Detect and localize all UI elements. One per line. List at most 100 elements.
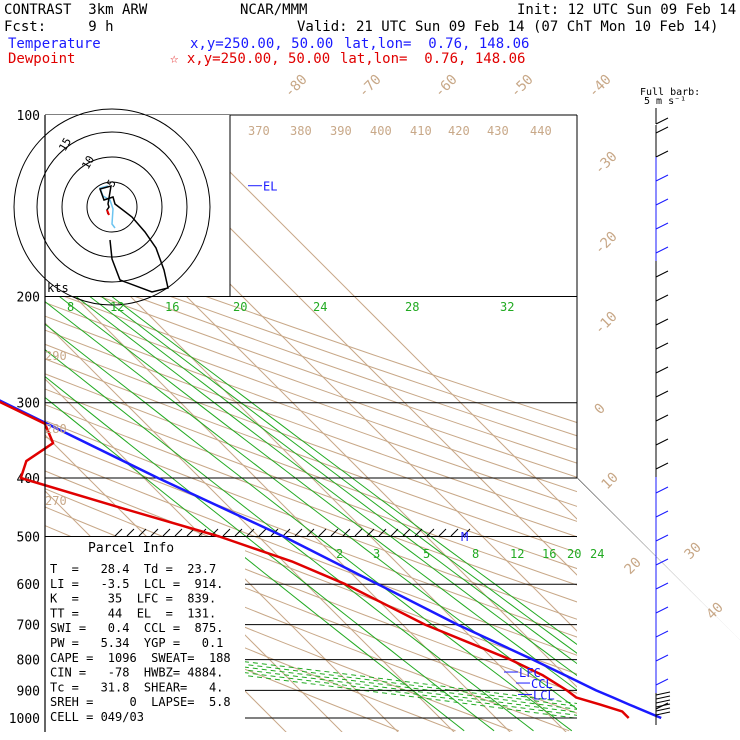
dewpoint-latlon: lat,lon= 0.76, 148.06 <box>340 51 526 67</box>
freezing-hatch <box>246 528 255 537</box>
wind-barb-flag <box>655 711 671 716</box>
level-label: LFC <box>519 666 541 680</box>
mixing-ratio-label: 24 <box>313 300 327 314</box>
wind-barb-flag <box>655 630 669 638</box>
isotherm-line <box>0 110 14 740</box>
wind-barb-flag <box>655 510 669 518</box>
temperature-axis-label: -70 <box>356 72 385 101</box>
freezing-hatch <box>450 528 459 537</box>
pressure-tick-label: 500 <box>17 530 40 545</box>
moist-adiabat <box>45 644 577 713</box>
wind-barb-flag <box>655 654 669 662</box>
wind-barb-flag <box>655 294 669 302</box>
mixing-ratio-line <box>45 349 534 732</box>
temperature-legend-label: Temperature <box>8 36 101 52</box>
hodograph-trace-sfc <box>106 209 110 216</box>
mixing-ratio-label: 8 <box>67 300 74 314</box>
model-title: CONTRAST 3km ARW <box>4 2 148 18</box>
mixing-ratio-line <box>101 296 577 654</box>
wind-barb-flag <box>655 198 669 206</box>
dry-adiabat <box>45 315 577 507</box>
dry-adiabat <box>45 584 399 732</box>
mixing-ratio-label: 3 <box>373 547 380 561</box>
level-label: CCL <box>531 677 553 691</box>
mixing-ratio-line <box>45 375 495 732</box>
dry-adiabat <box>45 404 577 603</box>
mixing-ratio-label: 16 <box>542 547 556 561</box>
isotherm-line <box>45 322 455 732</box>
freezing-hatch <box>342 528 351 537</box>
dry-adiabat <box>45 275 577 464</box>
wind-barb-flag <box>655 558 669 566</box>
mixing-ratio-label: 16 <box>165 300 179 314</box>
theta-label: 420 <box>448 124 470 138</box>
mixing-ratio-line <box>111 296 577 646</box>
parcel-info-row: CAPE = 1096 SWEAT= 188 <box>50 651 231 665</box>
moist-adiabat <box>45 647 577 716</box>
temperature-axis-label: -60 <box>432 72 461 101</box>
wind-barb-flag <box>655 318 669 326</box>
temperature-axis-label: 0 <box>592 401 609 418</box>
parcel-info-title: Parcel Info <box>88 541 174 556</box>
mixing-ratio-label: 32 <box>500 300 514 314</box>
wind-barb-flag <box>655 678 669 686</box>
wind-barb-flag <box>655 691 671 696</box>
freezing-hatch <box>462 528 471 537</box>
wind-barb-flag <box>655 390 669 398</box>
hodograph-ring-label: 15 <box>56 136 74 154</box>
wind-barb-flag <box>655 606 669 614</box>
pressure-tick-label: 700 <box>17 619 40 634</box>
dewpoint-profile-line <box>0 400 630 719</box>
wind-barb-flag <box>655 222 669 230</box>
wind-barb-flag <box>655 126 669 134</box>
wind-barb-flag <box>655 703 671 708</box>
dry-adiabat <box>45 420 577 620</box>
moist-adiabat <box>45 642 577 710</box>
freezing-hatch <box>306 528 315 537</box>
level-label: EL <box>263 180 277 194</box>
parcel-info-background <box>45 537 245 737</box>
wind-barb-flag <box>655 438 669 446</box>
isotherm-line <box>45 266 511 732</box>
theta-label: 440 <box>530 124 552 138</box>
mixing-ratio-line <box>59 296 577 691</box>
temperature-axis-label: 10 <box>599 470 622 493</box>
freezing-hatch <box>222 528 231 537</box>
mixing-ratio-line <box>45 323 573 732</box>
wind-barb-flag <box>655 707 671 712</box>
parcel-info-row: K = 35 LFC = 839. <box>50 592 216 606</box>
hodograph-trace <box>99 184 169 293</box>
mixing-ratio-label: 20 <box>233 300 247 314</box>
mixing-ratio-line <box>45 396 465 732</box>
mixing-ratio-label: 24 <box>590 547 604 561</box>
hodograph-ring-label: 10 <box>79 154 97 172</box>
mixing-ratio-label: 8 <box>472 547 479 561</box>
parcel-info-row: TT = 44 EL = 131. <box>50 606 216 620</box>
mixing-ratio-label: 12 <box>510 547 524 561</box>
org-label: NCAR/MMM <box>240 2 308 18</box>
freezing-hatch <box>402 528 411 537</box>
temperature-axis-label: -20 <box>592 229 621 258</box>
barb-legend: Full barb: <box>640 87 700 98</box>
valid-time: Valid: 21 UTC Sun 09 Feb 14 (07 ChT Mon … <box>297 19 719 35</box>
dewpoint-xy: ☆ x,y=250.00, 50.00 <box>170 51 331 67</box>
mixing-ratio-label: 2 <box>336 547 343 561</box>
mixing-ratio-label: 28 <box>405 300 419 314</box>
dry-adiabat <box>45 436 577 638</box>
hodograph-trace-low <box>99 185 116 229</box>
theta-label: 370 <box>248 124 270 138</box>
pressure-tick-label: 200 <box>17 291 40 306</box>
pressure-tick-label: 800 <box>17 654 40 669</box>
wind-barb-flag <box>655 695 671 700</box>
theta-label: 380 <box>290 124 312 138</box>
wind-barb-flag <box>655 462 669 470</box>
parcel-info-row: Tc = 31.8 SHEAR= 4. <box>50 680 223 694</box>
mixing-ratio-line <box>45 300 577 710</box>
dry-adiabat <box>45 388 577 586</box>
freezing-hatch <box>282 528 291 537</box>
freezing-hatch <box>318 528 327 537</box>
freezing-hatch <box>366 528 375 537</box>
wind-barb-flag <box>655 342 669 350</box>
theta-label: 410 <box>410 124 432 138</box>
